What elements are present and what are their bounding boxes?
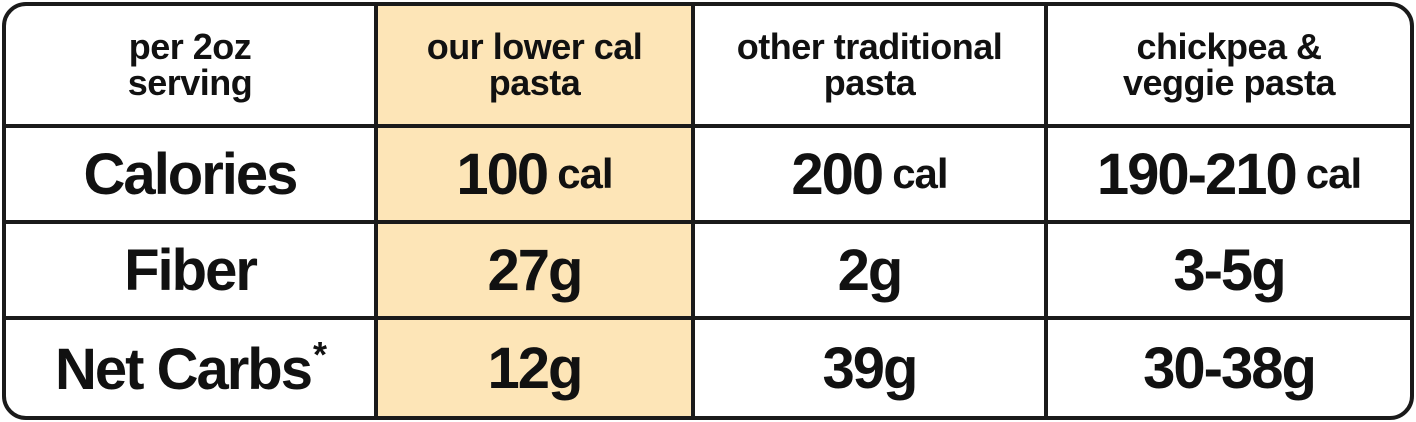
header-line: per 2oz [128, 26, 252, 67]
value-cell: 190-210 cal [1048, 128, 1410, 224]
header-line: serving [127, 62, 253, 103]
value: 3-5g [1173, 237, 1286, 303]
header-line: pasta [823, 62, 916, 103]
row-label: Fiber [6, 224, 378, 320]
value: 2g [837, 237, 904, 303]
value: 12g [487, 335, 584, 401]
header-cell: other traditional pasta [695, 6, 1048, 128]
value: 190-210 [1096, 141, 1298, 207]
row-label-text: Calories [83, 141, 299, 207]
header-line: chickpea & [1136, 26, 1322, 67]
value-cell: 200 cal [695, 128, 1048, 224]
value: 100 [456, 141, 549, 207]
value-cell: 27g [378, 224, 695, 320]
value-cell: 12g [378, 320, 695, 416]
value: 27g [487, 237, 584, 303]
unit: cal [892, 150, 948, 197]
value: 30-38g [1143, 335, 1317, 401]
header-line: veggie pasta [1122, 62, 1336, 103]
row-label-text: Fiber [124, 237, 258, 303]
header-cell: per 2oz serving [6, 6, 378, 128]
header-cell: our lower cal pasta [378, 6, 695, 128]
value-cell: 39g [695, 320, 1048, 416]
value-cell: 2g [695, 224, 1048, 320]
unit: cal [557, 150, 613, 197]
value-cell: 100 cal [378, 128, 695, 224]
value-cell: 3-5g [1048, 224, 1410, 320]
row-label-text: Net Carbs* [55, 333, 327, 402]
header-line: other traditional [736, 26, 1003, 67]
header-line: pasta [488, 62, 581, 103]
value-cell: 30-38g [1048, 320, 1410, 416]
unit: cal [1305, 150, 1362, 197]
value: 39g [822, 335, 919, 401]
header-line: our lower cal [426, 26, 643, 67]
header-cell: chickpea & veggie pasta [1048, 6, 1410, 128]
row-label: Calories [6, 128, 378, 224]
row-label: Net Carbs* [6, 320, 378, 416]
footnote-mark: * [312, 333, 327, 375]
value: 200 [791, 141, 884, 207]
